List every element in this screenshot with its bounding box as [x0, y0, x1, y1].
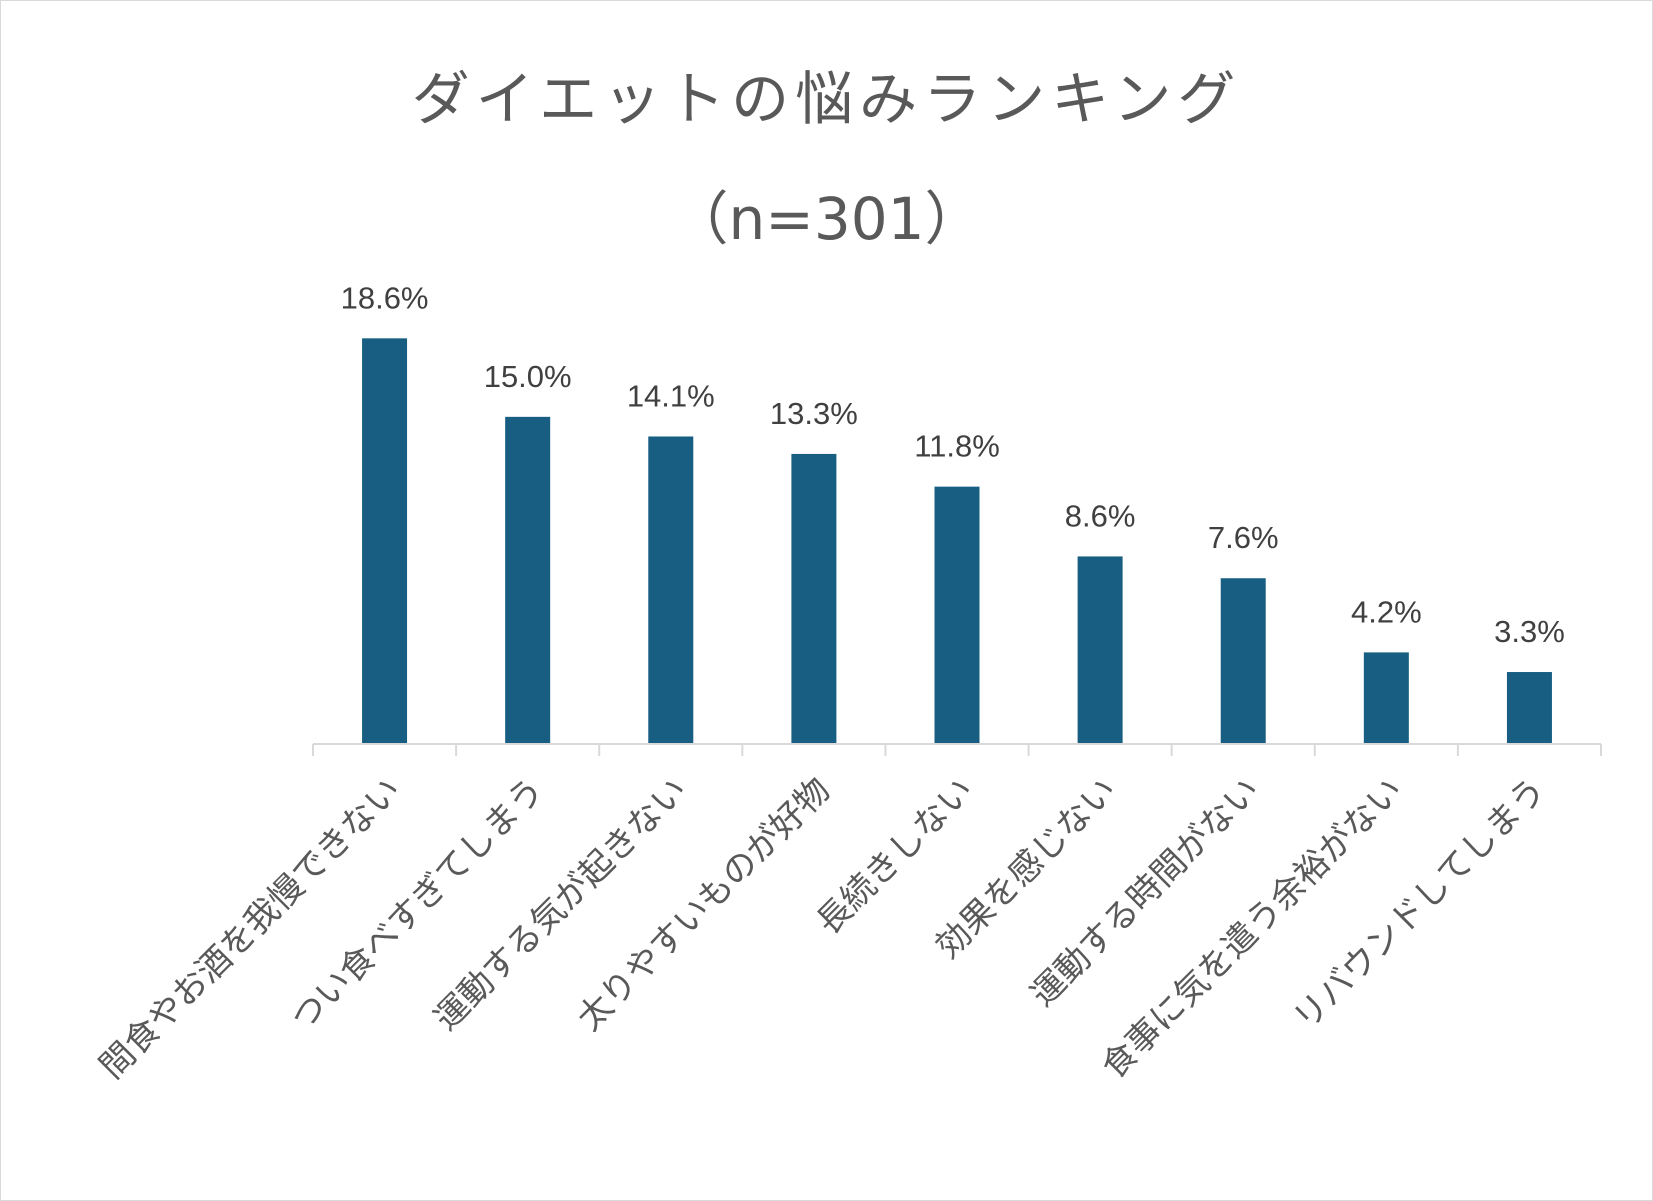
data-label: 15.0%	[484, 359, 572, 394]
category-labels-group: 間食やお酒を我慢できないつい食べすぎてしまう運動する気が起きない太りやすいものが…	[92, 770, 1554, 1087]
category-label: 運動する気が起きない	[426, 770, 695, 1039]
bar	[934, 486, 980, 744]
data-label: 13.3%	[770, 396, 858, 431]
bar	[1363, 652, 1409, 744]
data-label: 3.3%	[1494, 614, 1565, 649]
category-label: 間食やお酒を我慢できない	[92, 770, 409, 1087]
data-label: 4.2%	[1351, 594, 1422, 629]
data-label: 11.8%	[914, 429, 1000, 464]
x-axis	[312, 743, 1602, 756]
bar	[1220, 578, 1266, 744]
bar	[791, 453, 837, 744]
category-label: 太りやすいものが好物	[570, 770, 839, 1039]
category-label: リバウンドしてしまう	[1286, 770, 1554, 1038]
chart-title: ダイエットの悩みランキング	[411, 65, 1242, 133]
bar	[648, 436, 694, 744]
data-labels-group: 18.6% 15.0% 14.1% 13.3% 11.8% 8.6% 7.6% 4.2% 3.3…	[341, 280, 1565, 649]
chart-subtitle: （n=301）	[670, 185, 983, 253]
data-label: 14.1%	[627, 378, 715, 413]
bar	[505, 416, 551, 744]
bar	[1077, 556, 1123, 744]
data-label: 18.6%	[341, 280, 429, 315]
data-label: 8.6%	[1065, 498, 1136, 533]
bar	[362, 338, 408, 744]
bar	[1506, 672, 1552, 744]
bars-group	[362, 338, 1552, 744]
category-label: 食事に気を遣う余裕がない	[1094, 770, 1411, 1087]
category-label: つい食べすぎてしまう	[283, 770, 552, 1039]
data-label: 7.6%	[1208, 520, 1279, 555]
